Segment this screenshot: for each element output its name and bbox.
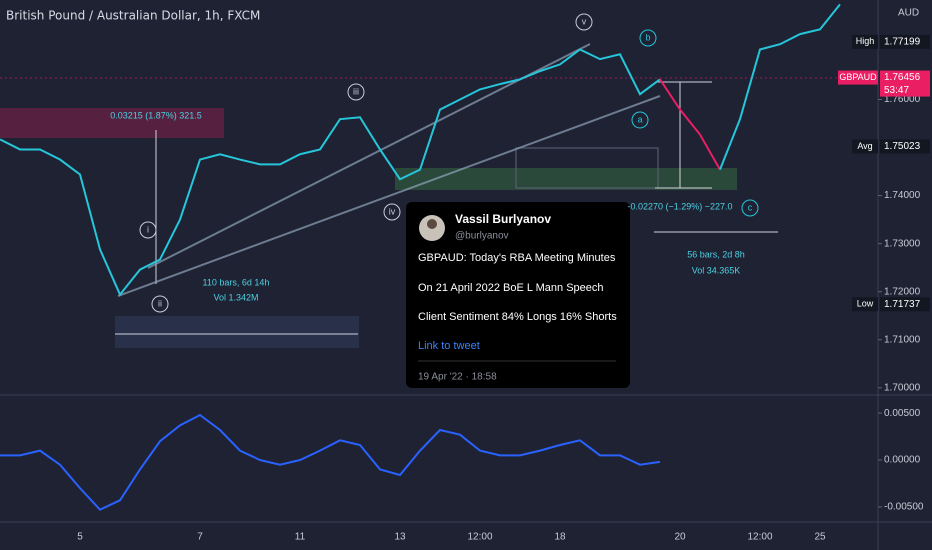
tweet-line: Client Sentiment 84% Longs 16% Shorts (418, 311, 617, 323)
wave-circle (347, 83, 365, 101)
y-tick-label: 1.76000 (884, 94, 921, 105)
wave-label: ii (158, 298, 162, 308)
price-tag-value: 1.71737 (884, 299, 921, 310)
x-tick-label: 12:00 (467, 532, 492, 543)
price-tag-name-box (838, 70, 878, 85)
supply-zone (0, 108, 224, 138)
range-box (115, 316, 359, 348)
tweet-line: On 21 April 2022 BoE L Mann Speech (418, 282, 604, 294)
price-tag: 1.77199 High (852, 34, 930, 49)
x-tick-label: 7 (197, 532, 203, 543)
price-tag-name: High (856, 36, 875, 46)
measure-label: 0.03215 (1.87%) 321.5 (110, 110, 202, 120)
wave-label: iii (353, 86, 359, 96)
price-tag-box (880, 34, 930, 49)
target-box (515, 147, 659, 189)
price-tag-value: 1.76456 (884, 72, 921, 83)
measure-label: -0.02270 (−1.29%) −227.0 (627, 201, 732, 211)
x-tick-label: 11 (295, 532, 306, 543)
y-tick-label: 1.72000 (884, 286, 921, 297)
tweet-name: Vassil Burlyanov (455, 212, 551, 226)
x-tick-label: 18 (554, 532, 566, 543)
tweet-time: 19 Apr '22 · 18:58 (418, 372, 497, 383)
price-tag: 1.71737 Low (852, 297, 930, 312)
measure-label: Vol 34.365K (692, 265, 741, 275)
price-tag-name: Avg (857, 141, 872, 151)
price-tag-box (880, 70, 930, 97)
y-tick-label: 1.73000 (884, 238, 921, 249)
price-tag: 1.75023 Avg (852, 139, 930, 154)
price-tag-name-box (852, 34, 878, 49)
y-tick-label: 0.00000 (884, 455, 921, 466)
price-line (0, 413, 661, 511)
price-tag-value: 1.75023 (884, 141, 921, 152)
channel-line (117, 95, 661, 297)
wave-label: a (637, 114, 642, 124)
price-line (659, 78, 721, 171)
tweet-line: GBPAUD: Today's RBA Meeting Minutes (418, 252, 616, 264)
wave-circle (575, 13, 593, 31)
measure-label: Vol 1.342M (213, 292, 258, 302)
measure-label: 110 bars, 6d 14h (203, 277, 270, 287)
wave-circle (631, 111, 649, 129)
wave-circle (639, 29, 657, 47)
wave-label: i (147, 224, 149, 234)
wave-circle (741, 199, 759, 217)
tweet-handle: @burlyanov (455, 231, 509, 242)
price-tag-name: Low (857, 299, 874, 309)
price-tag-value: 1.77199 (884, 36, 921, 47)
currency: AUD (898, 8, 919, 19)
price-tag-box (880, 139, 930, 154)
wave-circle (151, 295, 169, 313)
tweet-card (406, 202, 630, 388)
wave-label: c (748, 202, 753, 212)
wave-label: v (582, 16, 587, 26)
price-line (719, 3, 841, 170)
price-tag-name-box (852, 297, 878, 312)
x-tick-label: 25 (814, 532, 826, 543)
y-tick-label: 0.00500 (884, 408, 921, 419)
price-tag-name-box (852, 139, 878, 154)
tweet-link[interactable]: Link to tweet (418, 340, 480, 352)
avatar-head (427, 219, 437, 229)
price-tag: 1.76456 GBPAUD 53:47 (838, 70, 930, 97)
x-tick-label: 12:00 (747, 532, 772, 543)
chart-title: British Pound / Australian Dollar, 1h, F… (6, 9, 260, 23)
channel-line (147, 43, 591, 269)
y-tick-label: -0.00500 (884, 502, 924, 513)
y-tick-label: 1.74000 (884, 190, 921, 201)
y-tick-label: 1.71000 (884, 334, 921, 345)
y-tick-label: 1.70000 (884, 382, 921, 393)
countdown: 53:47 (884, 85, 909, 96)
wave-circle (383, 203, 401, 221)
demand-zone (395, 168, 737, 190)
price-tag-box (880, 297, 930, 312)
x-tick-label: 13 (394, 532, 406, 543)
x-tick-label: 5 (77, 532, 83, 543)
measure-label: 56 bars, 2d 8h (687, 249, 745, 259)
wave-label: iv (389, 206, 396, 216)
x-tick-label: 20 (674, 532, 686, 543)
wave-label: b (645, 32, 650, 42)
wave-circle (139, 221, 157, 239)
price-line (0, 48, 661, 297)
price-tag-name: GBPAUD (839, 72, 877, 82)
